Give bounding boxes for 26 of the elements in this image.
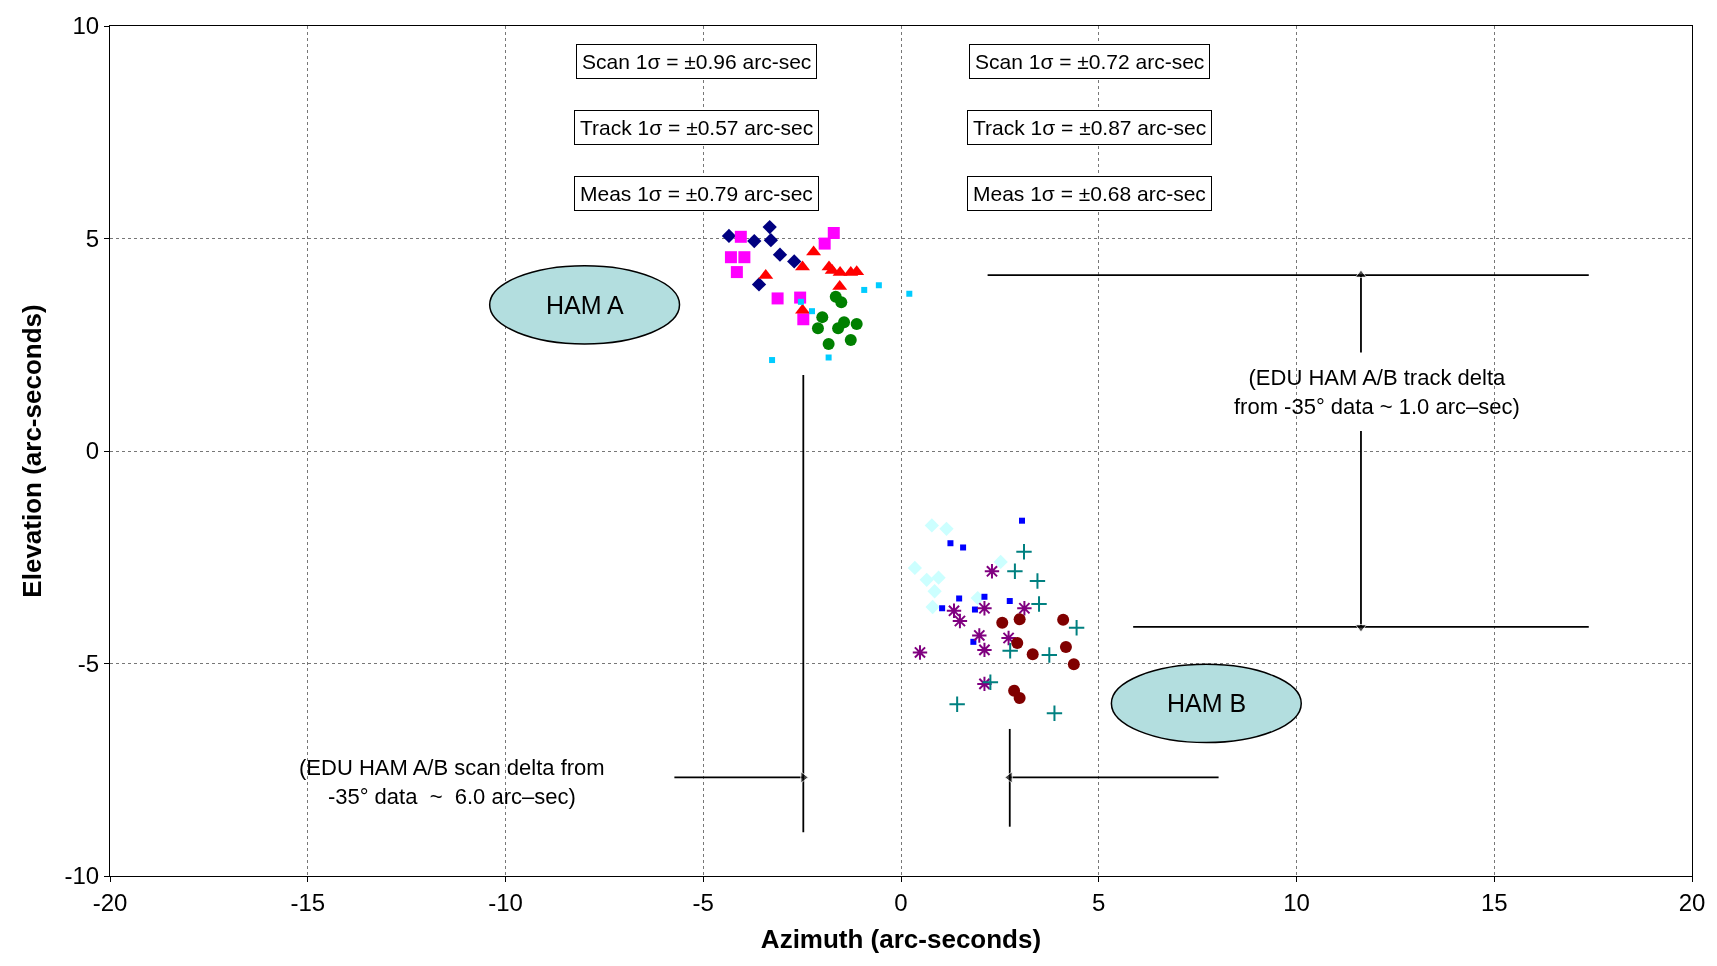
x-tick-label: -20 [92, 888, 128, 916]
annotation: Scan 1σ = ±0.72 arc-sec [975, 50, 1205, 73]
annotation: Track 1σ = ±0.57 arc-sec [580, 116, 814, 139]
annotation: HAM B [1167, 689, 1247, 717]
annotation: Meas 1σ = ±0.79 arc-sec [580, 182, 813, 205]
y-tick-label: 5 [85, 224, 100, 252]
x-tick-label: 5 [1092, 888, 1106, 916]
x-tick-label: -10 [488, 888, 523, 916]
annotation: Scan 1σ = ±0.96 arc-sec [582, 50, 812, 73]
x-tick-label: -15 [290, 888, 326, 916]
x-axis-title: Azimuth (arc-seconds) [760, 924, 1042, 955]
y-tick-label: -5 [77, 649, 100, 677]
x-tick-label: 15 [1480, 888, 1508, 916]
y-tick-label: 10 [72, 12, 100, 40]
y-tick-label: 0 [85, 437, 100, 465]
annotation: Meas 1σ = ±0.68 arc-sec [973, 182, 1206, 205]
x-tick-label: 0 [894, 888, 908, 916]
annotation: (EDU HAM A/B scan delta from -35° data ~ 6.0 arc–sec) [299, 755, 605, 809]
y-tick-label: -10 [64, 862, 100, 890]
x-tick-label: 20 [1678, 888, 1706, 916]
annotation: (EDU HAM A/B track delta from -35° data ~ 1.0 arc–sec) [1234, 365, 1520, 419]
annotation: HAM A [546, 291, 625, 319]
x-tick-label: 10 [1283, 888, 1310, 916]
x-tick-label: -5 [692, 888, 714, 916]
y-axis-title: Elevation (arc-seconds) [16, 304, 47, 598]
annotation: Track 1σ = ±0.87 arc-sec [973, 116, 1207, 139]
